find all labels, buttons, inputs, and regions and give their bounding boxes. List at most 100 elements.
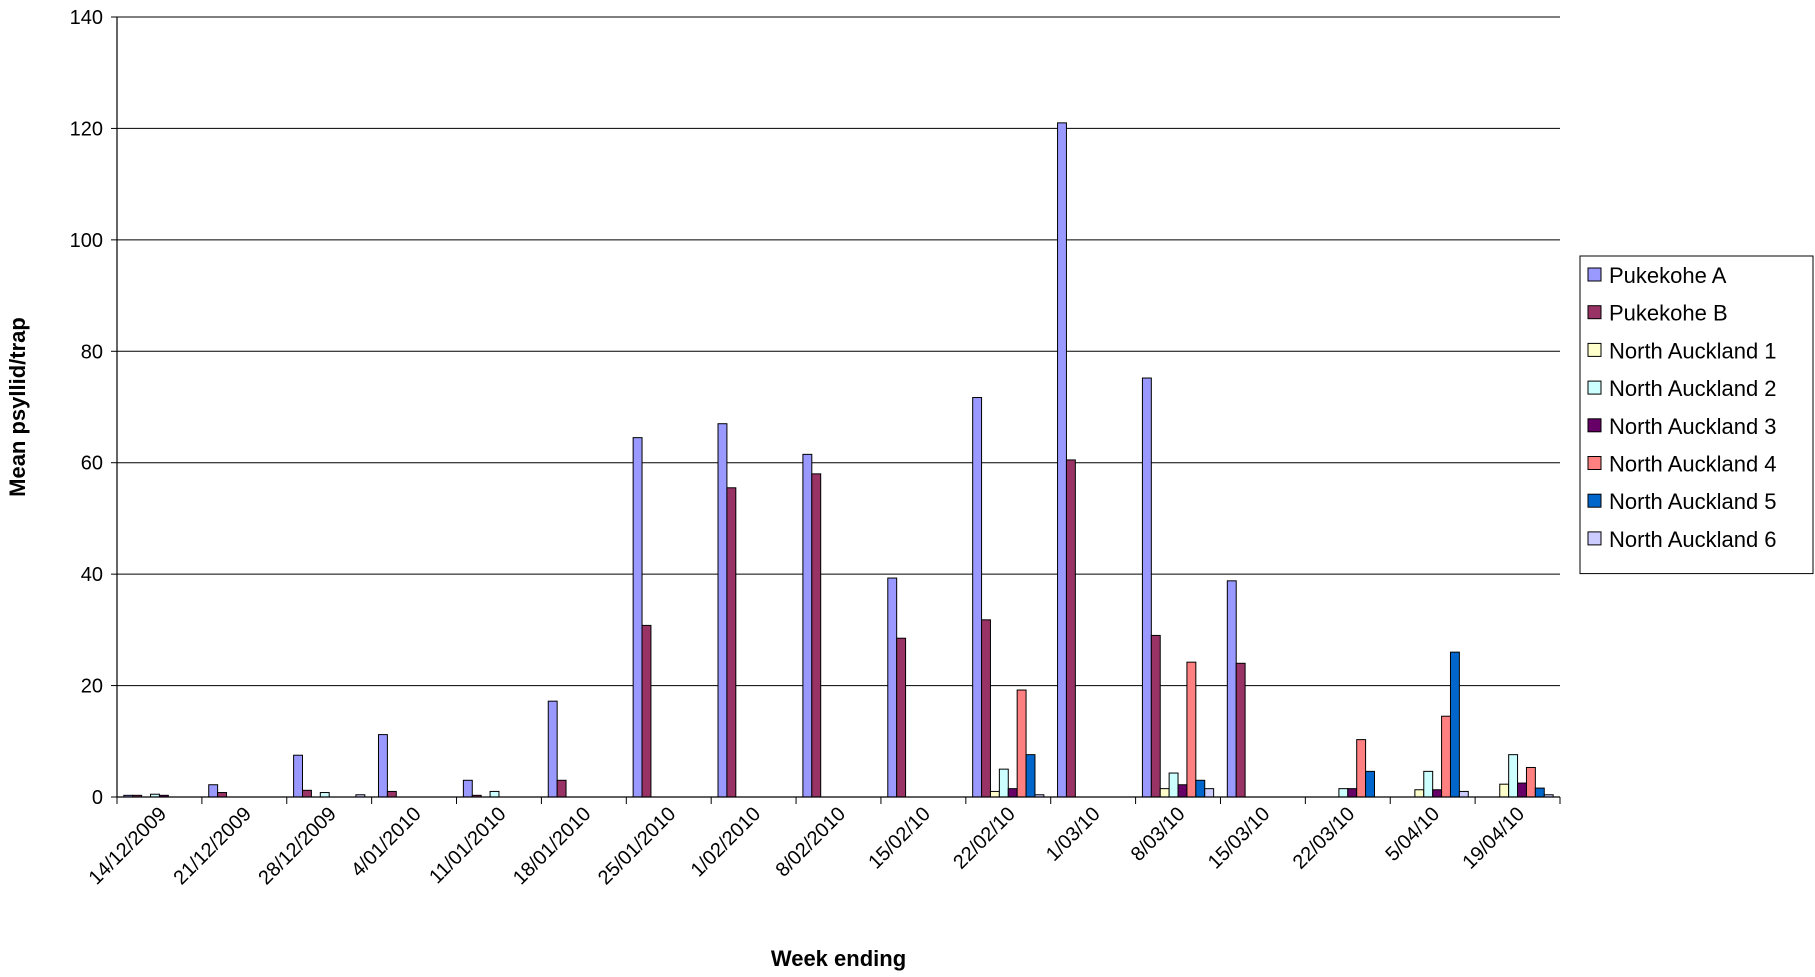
bar-pukekohe-b bbox=[641, 624, 652, 798]
bar-north-auckland-2 bbox=[1168, 772, 1179, 798]
bar-north-auckland-5 bbox=[1449, 651, 1460, 798]
x-axis-title: Week ending bbox=[771, 946, 906, 971]
legend-label: North Auckland 1 bbox=[1609, 338, 1777, 363]
bar-pukekohe-b bbox=[556, 779, 567, 798]
x-tick-label: 5/04/10 bbox=[1381, 803, 1444, 866]
legend-label: Pukekohe A bbox=[1609, 263, 1727, 288]
bar-pukekohe-a bbox=[547, 700, 558, 798]
bar-north-auckland-2 bbox=[1508, 754, 1519, 798]
bar-north-auckland-5 bbox=[1534, 787, 1545, 798]
y-axis-ticks: 0 20 40 60 80 100 120 140 bbox=[70, 7, 117, 809]
legend-label: Pukekohe B bbox=[1609, 301, 1728, 326]
bar-pukekohe-b bbox=[811, 473, 822, 798]
bar-north-auckland-2 bbox=[1423, 770, 1434, 798]
legend-swatch bbox=[1587, 493, 1602, 508]
bar-pukekohe-b bbox=[1065, 459, 1076, 798]
legend-swatch bbox=[1587, 342, 1602, 357]
bar-pukekohe-a bbox=[1226, 580, 1237, 798]
bar-north-auckland-1 bbox=[1414, 789, 1425, 798]
y-tick-label: 140 bbox=[70, 7, 103, 29]
bar-north-auckland-2 bbox=[319, 792, 330, 798]
x-tick-label: 15/02/10 bbox=[864, 803, 935, 874]
bar-pukekohe-a bbox=[462, 779, 473, 798]
bar-north-auckland-5 bbox=[1195, 779, 1206, 798]
bar-north-auckland-3 bbox=[1007, 788, 1018, 798]
y-tick-label: 120 bbox=[70, 118, 103, 140]
legend: Pukekohe A Pukekohe B North Auckland 1 Nort… bbox=[1579, 255, 1814, 575]
x-tick-label: 1/02/2010 bbox=[687, 803, 765, 881]
bar-north-auckland-4 bbox=[1356, 739, 1367, 798]
y-tick-label: 40 bbox=[81, 564, 103, 586]
bar-pukekohe-b bbox=[1235, 662, 1246, 798]
y-tick-label: 80 bbox=[81, 341, 103, 363]
bar-north-auckland-1 bbox=[1499, 783, 1510, 798]
bar-north-auckland-4 bbox=[1186, 661, 1197, 798]
bar-pukekohe-b bbox=[217, 792, 228, 798]
bars bbox=[123, 122, 1554, 798]
bar-pukekohe-a bbox=[717, 423, 728, 798]
bar-pukekohe-a bbox=[972, 397, 983, 798]
bar-north-auckland-4 bbox=[1525, 766, 1536, 798]
legend-swatch bbox=[1587, 380, 1602, 395]
legend-box bbox=[1579, 255, 1814, 575]
bar-pukekohe-a bbox=[293, 754, 304, 798]
bar-pukekohe-b bbox=[726, 487, 737, 798]
bar-north-auckland-1 bbox=[989, 790, 1000, 798]
bar-north-auckland-5 bbox=[1025, 754, 1036, 798]
bar-north-auckland-5 bbox=[1365, 770, 1375, 798]
bar-pukekohe-a bbox=[887, 577, 898, 798]
bar-north-auckland-3 bbox=[1347, 788, 1358, 798]
bar-pukekohe-a bbox=[377, 734, 388, 798]
x-tick-label: 22/02/10 bbox=[949, 803, 1020, 874]
x-tick-label: 25/01/2010 bbox=[594, 803, 680, 889]
legend-label: North Auckland 3 bbox=[1609, 414, 1777, 439]
legend-label: North Auckland 4 bbox=[1609, 452, 1777, 477]
bar-pukekohe-a bbox=[208, 784, 219, 798]
x-tick-label: 19/04/10 bbox=[1458, 803, 1529, 874]
legend-swatch bbox=[1587, 531, 1602, 546]
x-tick-label: 21/12/2009 bbox=[170, 803, 256, 889]
bar-north-auckland-6 bbox=[1458, 790, 1469, 798]
y-tick-label: 100 bbox=[70, 230, 103, 252]
y-tick-label: 20 bbox=[81, 676, 103, 698]
legend-swatch bbox=[1587, 418, 1602, 433]
bar-pukekohe-a bbox=[1057, 122, 1067, 798]
legend-label: North Auckland 2 bbox=[1609, 376, 1777, 401]
y-axis-title: Mean psyllid/trap bbox=[5, 317, 30, 497]
legend-label: North Auckland 6 bbox=[1609, 527, 1777, 552]
legend-swatch bbox=[1587, 456, 1602, 470]
x-tick-label: 14/12/2009 bbox=[85, 803, 171, 889]
bar-pukekohe-b bbox=[1150, 634, 1161, 798]
bar-pukekohe-a bbox=[802, 453, 813, 798]
legend-label: North Auckland 5 bbox=[1609, 489, 1777, 514]
bar-north-auckland-6 bbox=[1204, 788, 1215, 798]
x-tick-label: 8/03/10 bbox=[1127, 803, 1190, 866]
bar-pukekohe-b bbox=[981, 619, 991, 798]
x-tick-label: 4/01/2010 bbox=[347, 803, 425, 881]
bar-north-auckland-3 bbox=[1177, 784, 1188, 798]
legend-swatch bbox=[1587, 305, 1602, 320]
bar-north-auckland-2 bbox=[1338, 788, 1349, 798]
bar-north-auckland-1 bbox=[1159, 788, 1170, 798]
x-tick-label: 15/03/10 bbox=[1204, 803, 1275, 874]
axes bbox=[116, 17, 1560, 798]
legend-swatch bbox=[1587, 267, 1602, 282]
x-tick-label: 1/03/10 bbox=[1042, 803, 1105, 866]
bar-pukekohe-a bbox=[632, 437, 643, 798]
y-tick-label: 60 bbox=[81, 453, 103, 475]
bar-north-auckland-3 bbox=[1517, 782, 1527, 798]
y-tick-label: 0 bbox=[92, 787, 103, 809]
bar-north-auckland-2 bbox=[998, 768, 1009, 798]
bar-pukekohe-b bbox=[302, 789, 312, 798]
bar-north-auckland-3 bbox=[1432, 789, 1443, 798]
bar-north-auckland-2 bbox=[489, 790, 500, 798]
gridlines bbox=[117, 16, 1560, 687]
bar-north-auckland-4 bbox=[1441, 715, 1451, 798]
bar-pukekohe-a bbox=[1141, 377, 1152, 798]
x-tick-label: 22/03/10 bbox=[1289, 803, 1360, 874]
bar-north-auckland-4 bbox=[1016, 689, 1027, 798]
x-tick-label: 8/02/2010 bbox=[772, 803, 850, 881]
x-tick-label: 28/12/2009 bbox=[254, 803, 340, 889]
